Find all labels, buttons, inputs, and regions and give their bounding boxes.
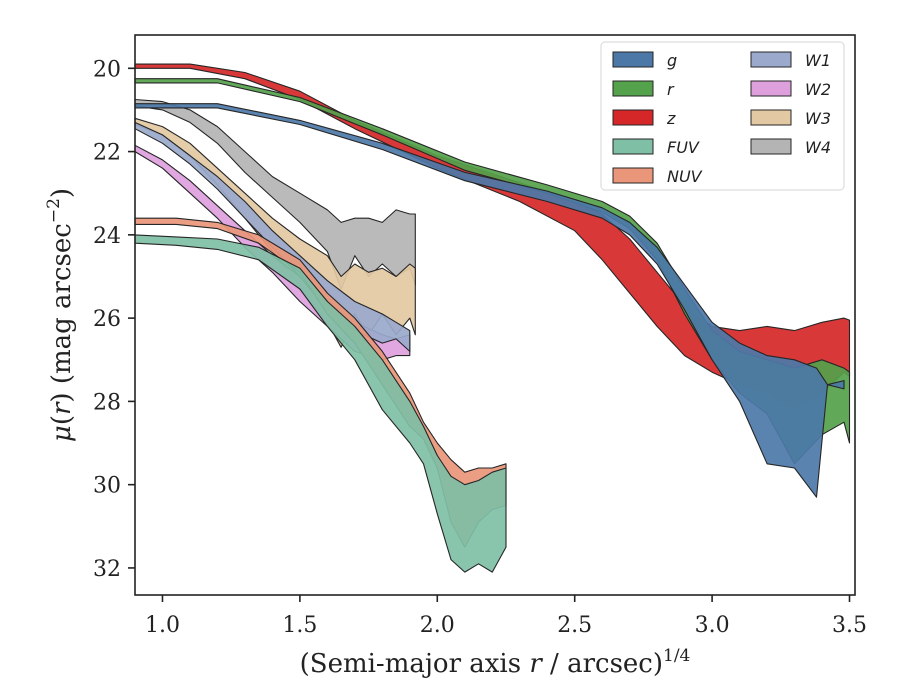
band-w1: [134, 121, 411, 352]
legend-swatch: [750, 51, 792, 68]
y-axis-label: μ(r) (mag arcsec−2): [44, 188, 77, 442]
legend-swatch: [612, 80, 654, 97]
legend-swatch: [750, 80, 792, 97]
x-axis-label: (Semi-major axis r / arcsec)1/4: [300, 646, 691, 679]
y-tick-label: 32: [93, 557, 121, 582]
legend-label: NUV: [667, 167, 703, 186]
y-tick-label: 24: [93, 224, 121, 249]
x-tick-label: 3.0: [695, 613, 730, 638]
legend-entry-w2: W2: [750, 80, 831, 99]
legend-entry-w3: W3: [750, 109, 831, 128]
x-tick-label: 3.5: [832, 613, 867, 638]
axis-ticks: 1.0 1.5 2.0 2.5 3.0 3.5 20 22 24 26 28 30 32: [93, 57, 867, 638]
legend-label: W2: [805, 80, 831, 99]
legend-entry-r: r: [612, 80, 675, 99]
x-tick-label: 1.5: [282, 613, 317, 638]
y-tick-label: 26: [93, 307, 121, 332]
legend: grz FUV NUV W1 W2 W3 W4: [600, 41, 845, 191]
y-tick-label: 30: [93, 474, 121, 499]
legend-label: g: [667, 51, 677, 70]
legend-swatch: [612, 138, 654, 155]
profile-bands: [134, 63, 851, 573]
x-tick-label: 1.0: [145, 613, 180, 638]
y-tick-label: 20: [93, 57, 121, 82]
legend-swatch: [612, 109, 654, 126]
legend-entry-g: g: [612, 51, 677, 70]
legend-entry-fuv: FUV: [612, 138, 700, 157]
legend-label: W4: [805, 138, 831, 157]
legend-swatch: [750, 109, 792, 126]
legend-swatch: [612, 167, 654, 184]
x-tick-label: 2.0: [420, 613, 455, 638]
legend-label: FUV: [667, 138, 700, 157]
band-fuv: [134, 234, 507, 573]
legend-label: r: [667, 80, 675, 99]
legend-swatch: [750, 138, 792, 155]
plot-frame: [134, 34, 856, 596]
x-tick-label: 2.5: [557, 613, 592, 638]
legend-entry-z: z: [612, 109, 676, 128]
legend-label: z: [666, 109, 676, 128]
legend-entry-w4: W4: [750, 138, 831, 157]
band-g: [134, 103, 845, 498]
legend-entry-w1: W1: [750, 51, 831, 70]
legend-swatch: [612, 51, 654, 68]
legend-label: W1: [805, 51, 831, 70]
legend-label: W3: [805, 109, 831, 128]
y-tick-label: 28: [93, 390, 121, 415]
y-tick-label: 22: [93, 141, 121, 166]
legend-entry-nuv: NUV: [612, 167, 703, 186]
